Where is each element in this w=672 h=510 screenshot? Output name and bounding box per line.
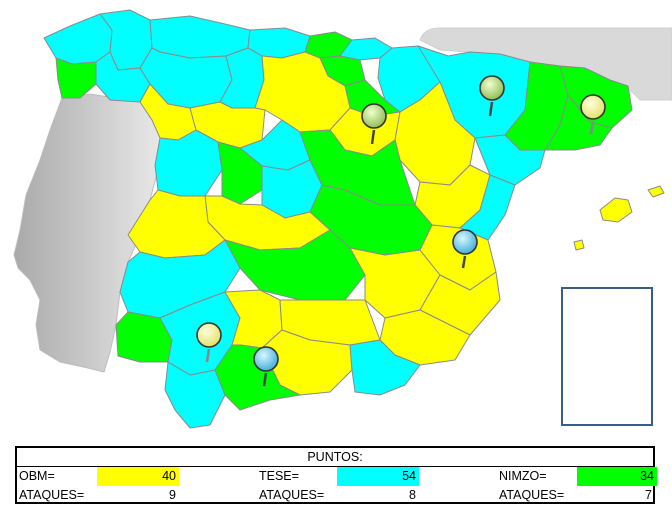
value-nimzo-attacks: 7 bbox=[645, 488, 652, 502]
province-malaga bbox=[214, 344, 301, 411]
label-obm: OBM= bbox=[19, 469, 55, 483]
pin-green-north[interactable] bbox=[479, 75, 505, 117]
province-cadiz bbox=[164, 361, 226, 429]
province-badajoz bbox=[119, 239, 241, 319]
pin-green-center[interactable] bbox=[361, 103, 387, 145]
pin-blue-valencia[interactable] bbox=[452, 229, 478, 269]
value-obm-attacks: 9 bbox=[169, 488, 176, 502]
spain-provinces-map bbox=[13, 9, 672, 429]
province-layer bbox=[43, 9, 633, 429]
province-avila bbox=[217, 141, 263, 205]
province-a-coruna bbox=[43, 13, 113, 65]
label-attacks-obm: ATAQUES= bbox=[19, 488, 85, 502]
inset-frame bbox=[561, 287, 653, 426]
label-nimzo: NIMZO= bbox=[499, 469, 547, 483]
province-asturias bbox=[149, 15, 251, 59]
province-pontevedra bbox=[55, 57, 97, 99]
score-table-title: PUNTOS: bbox=[17, 448, 653, 467]
score-row-attacks: ATAQUES= 9 ATAQUES= 8 ATAQUES= 7 bbox=[17, 486, 653, 505]
label-attacks-tese: ATAQUES= bbox=[259, 488, 325, 502]
province-tarragona bbox=[474, 134, 546, 186]
province-salamanca bbox=[154, 129, 223, 197]
value-obm-points: 40 bbox=[97, 467, 179, 486]
value-tese-attacks: 8 bbox=[409, 488, 416, 502]
score-row-points: OBM= 40 TESE= 54 NIMZO= 34 bbox=[17, 467, 657, 486]
balearic-ibiza bbox=[573, 239, 585, 251]
pin-yellow-andalusia[interactable] bbox=[196, 322, 222, 363]
pin-blue-granada[interactable] bbox=[253, 346, 279, 387]
label-tese: TESE= bbox=[259, 469, 299, 483]
value-nimzo-points: 34 bbox=[577, 467, 657, 486]
score-table: PUNTOS: OBM= 40 TESE= 54 NIMZO= 34 ATAQU… bbox=[15, 446, 657, 505]
balearic-mallorca bbox=[599, 197, 633, 223]
label-attacks-nimzo: ATAQUES= bbox=[499, 488, 565, 502]
balearic-menorca bbox=[647, 185, 665, 198]
province-almeria bbox=[349, 339, 421, 396]
value-tese-points: 54 bbox=[337, 467, 419, 486]
pin-yellow-catalonia[interactable] bbox=[580, 94, 606, 135]
